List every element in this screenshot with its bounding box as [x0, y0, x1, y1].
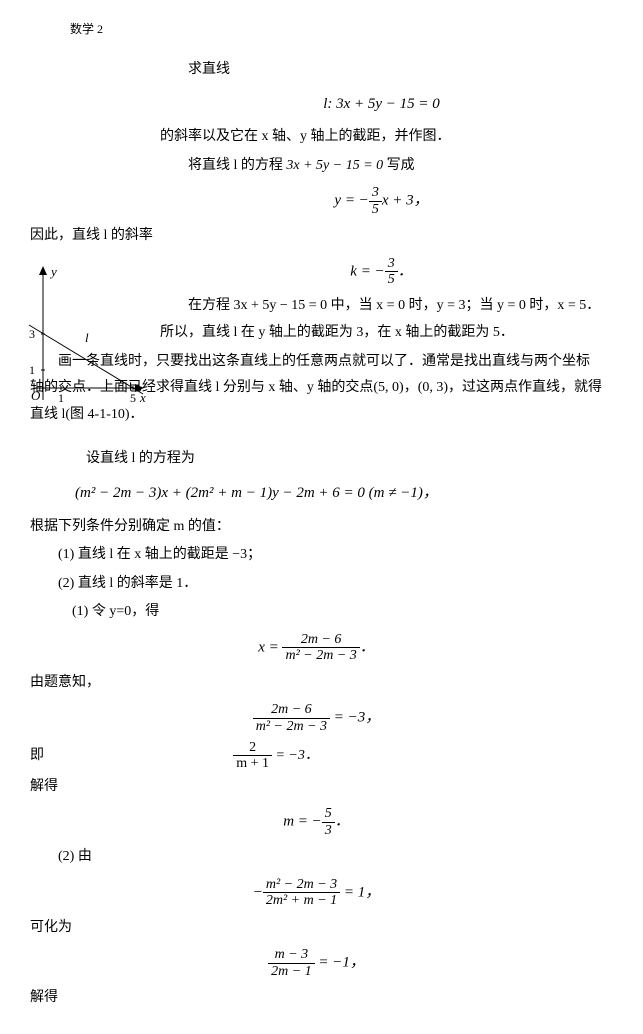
ex1-eq-k: k = −35． — [160, 256, 603, 288]
ex2-eq-f4: m − 32m − 1 = −1， — [30, 947, 603, 979]
example-2: 设直线 l 的方程为 (m² − 2m − 3)x + (2m² + m − 1… — [30, 446, 603, 1011]
ex2-eq-x: x = 2m − 6m² − 2m − 3． — [30, 632, 603, 664]
ex1-text3: 因此，直线 l 的斜率 — [30, 223, 603, 250]
ex1-text1: 的斜率以及它在 x 轴、y 轴上的截距，并作图． — [160, 124, 603, 151]
ex2-text8: 解得 — [30, 985, 603, 1012]
origin-label: O — [31, 388, 41, 403]
ex2-text1: 设直线 l 的方程为 — [30, 446, 603, 473]
ex1-eq-y: y = −35x + 3， — [160, 185, 603, 217]
y-tick-3-label: 3 — [29, 327, 35, 341]
ex2-sol1-pre: (1) 令 y=0，得 — [30, 599, 603, 626]
page-header: 数学 2 — [70, 20, 613, 37]
y-label: y — [49, 264, 57, 279]
ex2-text2: 根据下列条件分别确定 m 的值： — [30, 514, 603, 541]
line-label: l — [85, 330, 89, 345]
subject-label: 数学 2 — [70, 22, 103, 36]
y-tick-1-label: 1 — [29, 363, 35, 377]
x-tick-1-label: 1 — [58, 391, 64, 405]
ex2-item1: (1) 直线 l 在 x 轴上的截距是 −3； — [30, 542, 603, 569]
ex1-eq-line: l: 3x + 5y − 15 = 0 — [160, 90, 603, 119]
ex2-eq-f3: −m² − 2m − 32m² + m − 1 = 1， — [30, 877, 603, 909]
ex2-text5: 解得 — [30, 774, 603, 801]
page: 数学 2 y x O l 1 5 1 3 — [0, 0, 643, 1034]
ex2-text3: 由题意知， — [30, 670, 603, 697]
graph-svg: y x O l 1 5 1 3 — [15, 260, 150, 410]
ex2-text7: 可化为 — [30, 915, 603, 942]
ex2-eq-m1: m = −53． — [30, 806, 603, 838]
ex1-title: 求直线 — [160, 57, 603, 84]
ex1-text4: 在方程 3x + 5y − 15 = 0 中，当 x = 0 时，y = 3；当… — [160, 293, 603, 346]
ex2-text4: 即 2m + 1 = −3． — [30, 740, 603, 772]
x-label: x — [139, 390, 146, 405]
ex2-text6: (2) 由 — [30, 844, 603, 871]
x-tick-5-label: 5 — [130, 391, 136, 405]
y-axis-arrow — [39, 266, 47, 275]
coordinate-graph: y x O l 1 5 1 3 — [15, 260, 150, 410]
content-body: 求直线 l: 3x + 5y − 15 = 0 的斜率以及它在 x 轴、y 轴上… — [160, 57, 603, 1012]
ex2-item2: (2) 直线 l 的斜率是 1． — [30, 571, 603, 598]
ex1-text2: 将直线 l 的方程 3x + 5y − 15 = 0 写成 — [160, 153, 603, 180]
ex2-eq-f1: 2m − 6m² − 2m − 3 = −3， — [30, 702, 603, 734]
ex2-eq-main: (m² − 2m − 3)x + (2m² + m − 1)y − 2m + 6… — [30, 479, 603, 508]
